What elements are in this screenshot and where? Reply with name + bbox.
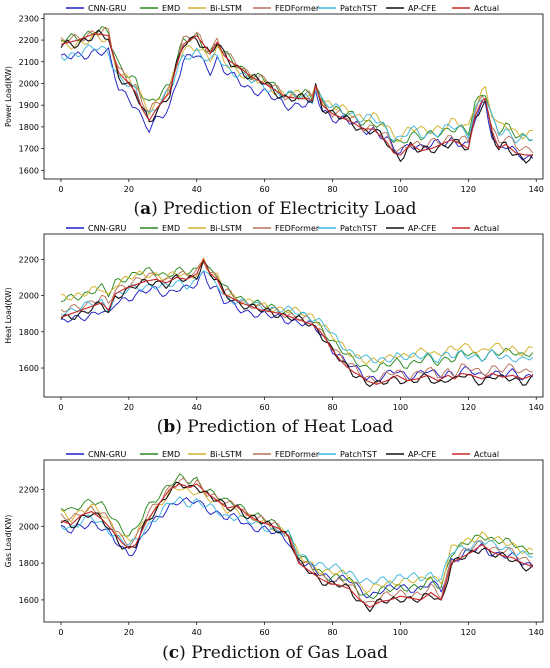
y-tick-label: 1800 xyxy=(19,123,39,132)
series-line-bi-lstm xyxy=(60,486,534,594)
legend-label: EMD xyxy=(162,224,180,233)
x-tick-label: 120 xyxy=(461,185,476,194)
y-axis-label: Gas Load(KW) xyxy=(4,515,13,568)
y-tick-label: 1600 xyxy=(19,596,39,605)
series-line-actual xyxy=(60,258,533,385)
x-tick-label: 20 xyxy=(124,403,134,412)
legend-label: Bi-LSTM xyxy=(210,224,242,233)
legend-label: EMD xyxy=(162,450,180,459)
x-tick-label: 0 xyxy=(58,628,63,637)
y-tick-label: 1800 xyxy=(19,559,39,568)
x-tick-label: 80 xyxy=(327,403,337,412)
legend-label: Actual xyxy=(474,224,499,233)
legend-label: CNN-GRU xyxy=(88,224,126,233)
legend-label: Actual xyxy=(474,4,499,13)
legend-label: FEDFormer xyxy=(275,450,320,459)
legend-label: FEDFormer xyxy=(275,224,320,233)
plot-frame xyxy=(43,459,544,623)
legend-label: CNN-GRU xyxy=(88,4,126,13)
x-tick-label: 140 xyxy=(529,185,544,194)
x-tick-label: 100 xyxy=(393,185,408,194)
x-tick-label: 20 xyxy=(124,628,134,637)
y-tick-label: 1800 xyxy=(19,328,39,337)
legend-label: AP-CFE xyxy=(408,4,436,13)
x-tick-label: 60 xyxy=(260,185,270,194)
x-tick-label: 20 xyxy=(124,185,134,194)
y-tick-label: 2000 xyxy=(19,292,39,301)
x-tick-label: 120 xyxy=(461,628,476,637)
x-tick-label: 80 xyxy=(327,628,337,637)
y-tick-label: 1700 xyxy=(19,145,39,154)
series-line-fedformer xyxy=(60,261,533,384)
caption-c: (c) Prediction of Gas Load xyxy=(162,643,388,663)
x-tick-label: 140 xyxy=(529,628,544,637)
series-line-patchtst xyxy=(60,270,534,364)
plot-frame xyxy=(43,233,544,398)
y-axis-label: Power Load(KW) xyxy=(4,66,13,127)
series-line-actual xyxy=(60,483,533,608)
chart-panel-2: 0 20 40 60 80 100 120 140 1600 1800 2000 2200 Gas Lo… xyxy=(4,450,544,637)
x-tick-label: 100 xyxy=(393,403,408,412)
legend-label: Bi-LSTM xyxy=(210,4,242,13)
series-line-bi-lstm xyxy=(60,31,533,142)
x-tick-label: 60 xyxy=(260,403,270,412)
series-line-patchtst xyxy=(60,496,533,585)
y-tick-label: 2200 xyxy=(19,255,39,264)
series-line-actual xyxy=(60,32,533,156)
legend-label: PatchTST xyxy=(340,450,377,459)
y-tick-label: 2200 xyxy=(19,485,39,494)
legend-label: PatchTST xyxy=(340,224,377,233)
x-tick-label: 40 xyxy=(192,403,202,412)
legend-label: Bi-LSTM xyxy=(210,450,242,459)
y-tick-label: 1600 xyxy=(19,364,39,373)
x-tick-label: 0 xyxy=(58,403,63,412)
x-tick-label: 80 xyxy=(327,185,337,194)
x-tick-label: 40 xyxy=(192,185,202,194)
y-axis-label: Heat Load(KW) xyxy=(4,287,13,343)
series-line-ap-cfe xyxy=(60,29,534,164)
series-line-cnn-gru xyxy=(60,47,534,161)
x-tick-label: 100 xyxy=(393,628,408,637)
legend-label: Actual xyxy=(474,450,499,459)
y-tick-label: 2100 xyxy=(19,58,39,67)
series-line-bi-lstm xyxy=(60,257,533,365)
legend-label: FEDFormer xyxy=(275,4,320,13)
plot-frame xyxy=(43,13,544,180)
legend-label: CNN-GRU xyxy=(88,450,126,459)
x-tick-label: 0 xyxy=(58,185,63,194)
chart-panel-1: 0 20 40 60 80 100 120 140 1600 1800 2000 2200 Heat L… xyxy=(4,224,544,412)
legend-label: EMD xyxy=(162,4,180,13)
caption-b: (b) Prediction of Heat Load xyxy=(156,417,394,437)
x-tick-label: 120 xyxy=(461,403,476,412)
y-tick-label: 2000 xyxy=(19,79,39,88)
legend-label: PatchTST xyxy=(340,4,377,13)
x-tick-label: 60 xyxy=(260,628,270,637)
x-tick-label: 40 xyxy=(192,628,202,637)
caption-a: (a) Prediction of Electricity Load xyxy=(133,199,417,219)
x-tick-label: 140 xyxy=(529,403,544,412)
y-tick-label: 2300 xyxy=(19,14,39,23)
legend-label: AP-CFE xyxy=(408,224,436,233)
y-tick-label: 2200 xyxy=(19,36,39,45)
series-line-patchtst xyxy=(60,43,533,144)
y-tick-label: 1600 xyxy=(19,166,39,175)
chart-panel-0: 0 20 40 60 80 100 120 140 1600 1700 1800 1900 2000 21… xyxy=(4,4,544,194)
y-tick-label: 2000 xyxy=(19,522,39,531)
legend-label: AP-CFE xyxy=(408,450,436,459)
y-tick-label: 1900 xyxy=(19,101,39,110)
series-line-emd xyxy=(60,473,533,600)
